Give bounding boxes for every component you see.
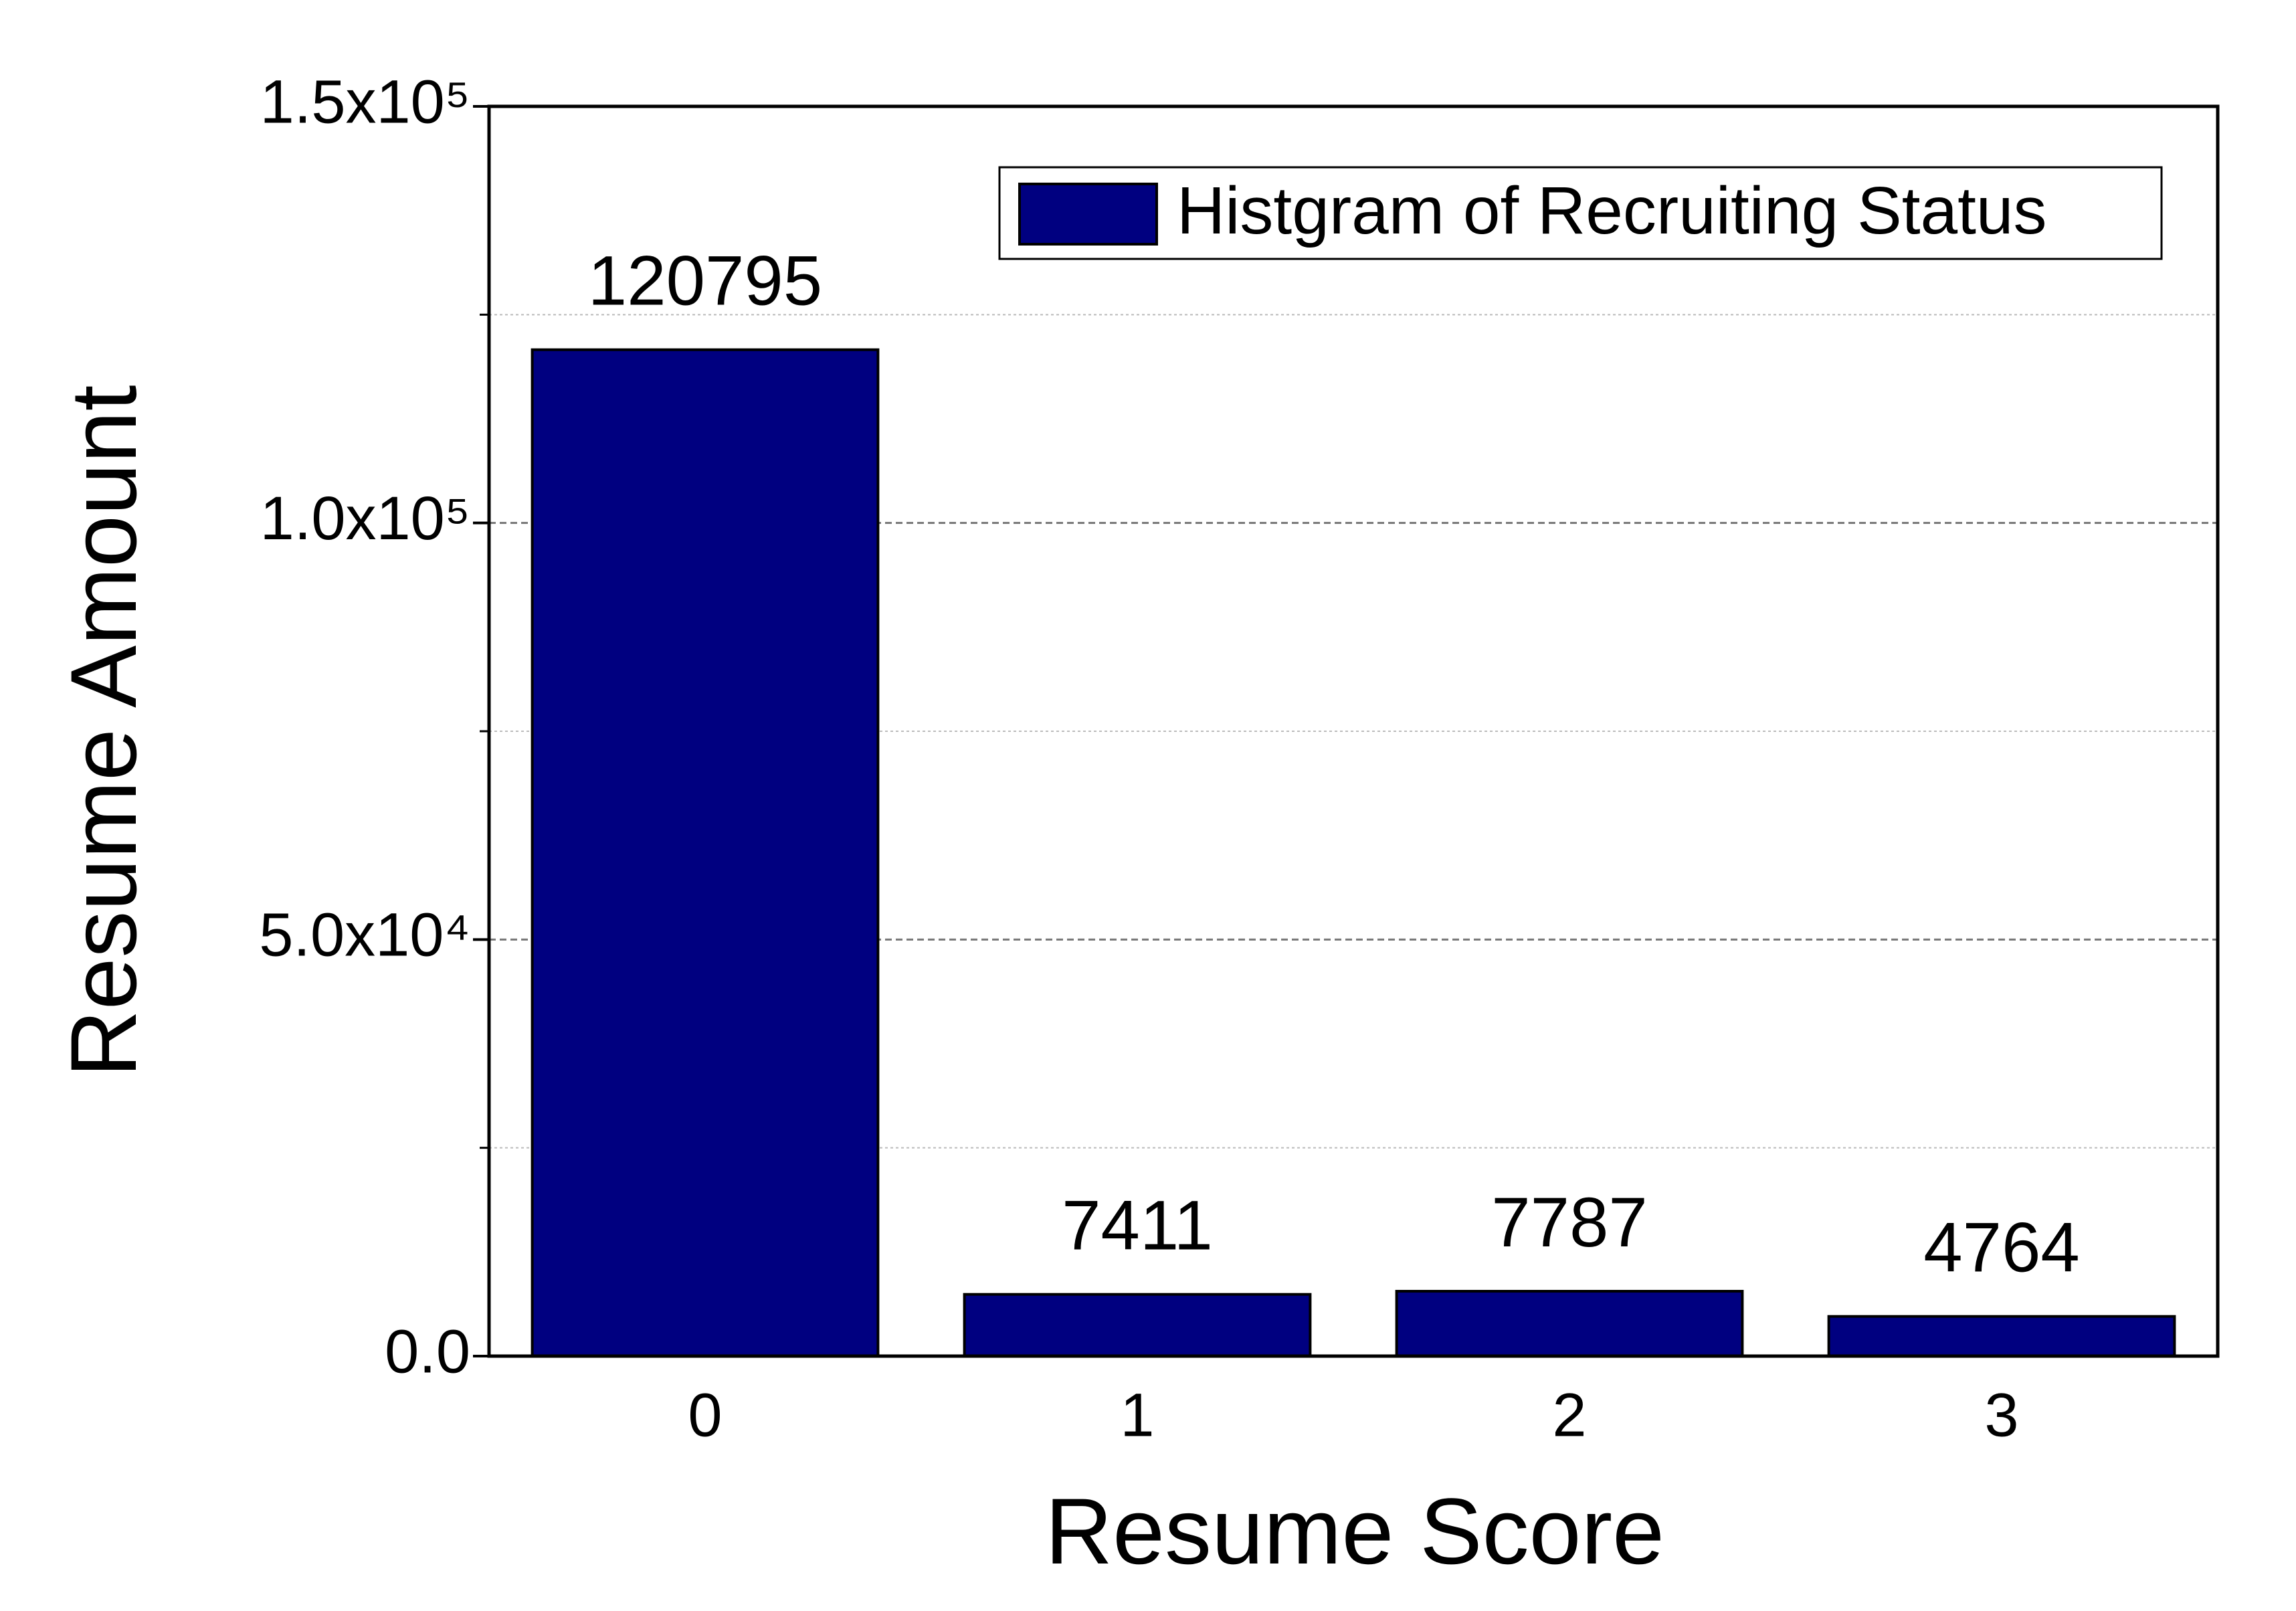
y-tick-label: 1.0x10⁵ [260,484,470,553]
plot-frame [487,104,2220,1358]
data-label: 120795 [588,242,822,320]
x-axis-title: Resume Score [1045,1479,1664,1584]
x-tick-label: 3 [1984,1381,2018,1449]
x-tick-label: 0 [688,1381,722,1449]
y-tick-label: 0.0 [385,1317,470,1386]
x-tick-label: 2 [1552,1381,1586,1449]
bar [531,348,880,1357]
bar [1395,1290,1744,1357]
data-label: 4764 [1923,1208,2080,1287]
y-axis-title: Resume Amount [51,385,156,1078]
bar [1827,1315,2176,1358]
legend-label: Histgram of Recruiting Status [1177,173,2047,248]
legend-swatch [1018,183,1158,246]
legend-box [998,166,2163,260]
data-label: 7787 [1491,1183,1648,1262]
x-tick-label: 1 [1120,1381,1154,1449]
bar [963,1293,1312,1358]
y-tick-label: 1.5x10⁵ [260,68,470,136]
data-label: 7411 [1062,1186,1213,1264]
y-tick-label: 5.0x10⁴ [259,901,470,969]
